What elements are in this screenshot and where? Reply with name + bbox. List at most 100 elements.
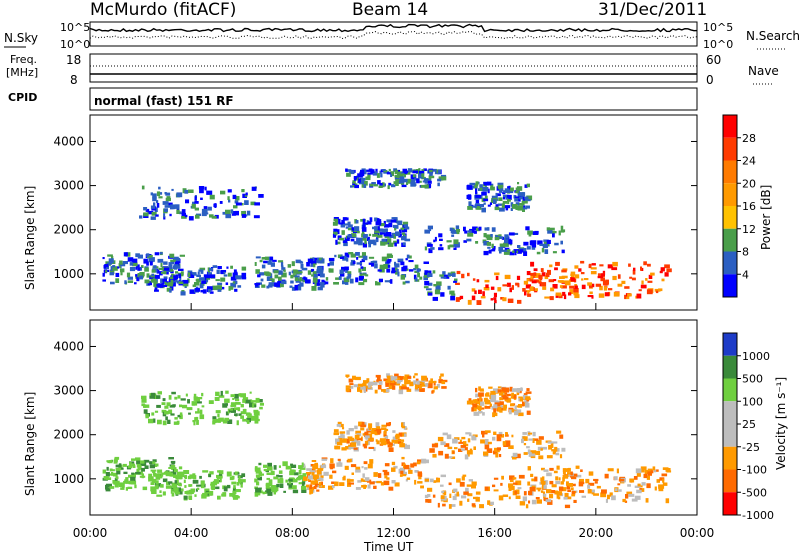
range-cell bbox=[376, 379, 382, 383]
range-cell bbox=[400, 274, 405, 280]
range-cell bbox=[440, 373, 444, 377]
range-cell bbox=[563, 468, 570, 472]
range-cell bbox=[498, 431, 503, 436]
range-cell bbox=[188, 484, 193, 487]
range-cell bbox=[632, 269, 636, 275]
range-cell bbox=[151, 211, 157, 216]
range-cell bbox=[523, 452, 528, 455]
range-cell bbox=[389, 235, 394, 238]
range-cell bbox=[238, 413, 242, 416]
range-cell bbox=[494, 272, 500, 276]
x-tick-label: 00:00 bbox=[680, 526, 715, 540]
range-cell bbox=[459, 295, 464, 300]
range-cell bbox=[210, 485, 214, 490]
range-cell bbox=[358, 240, 363, 246]
range-cell bbox=[236, 420, 239, 426]
range-cell bbox=[158, 186, 161, 190]
range-cell bbox=[413, 268, 417, 271]
range-cell bbox=[484, 406, 491, 409]
range-cell bbox=[338, 459, 341, 465]
range-cell bbox=[658, 487, 664, 492]
range-cell bbox=[150, 216, 156, 220]
range-cell bbox=[440, 441, 446, 446]
range-cell bbox=[530, 473, 534, 477]
range-cell bbox=[173, 487, 179, 493]
range-cell bbox=[412, 174, 416, 178]
range-cell bbox=[512, 452, 518, 457]
range-cell bbox=[508, 185, 511, 190]
range-cell bbox=[321, 457, 328, 460]
range-cell bbox=[506, 399, 512, 402]
range-cell bbox=[381, 256, 388, 262]
colorbar-segment bbox=[723, 206, 737, 229]
range-cell bbox=[363, 388, 366, 393]
range-cell bbox=[235, 398, 240, 402]
range-cell bbox=[440, 484, 444, 487]
range-cell bbox=[260, 278, 264, 282]
range-cell bbox=[628, 493, 635, 497]
range-cell bbox=[401, 386, 407, 390]
range-cell bbox=[525, 397, 531, 400]
range-cell bbox=[529, 240, 533, 246]
range-cell bbox=[349, 479, 354, 482]
range-cell bbox=[217, 470, 221, 473]
range-cell bbox=[490, 399, 496, 403]
range-cell bbox=[143, 409, 148, 414]
range-cell bbox=[399, 229, 402, 234]
range-cell bbox=[156, 200, 159, 204]
range-cell bbox=[358, 421, 363, 427]
range-cell bbox=[484, 440, 488, 445]
range-cell bbox=[161, 280, 165, 285]
range-cell bbox=[257, 491, 261, 496]
range-cell bbox=[510, 403, 515, 407]
range-cell bbox=[171, 483, 178, 488]
range-cell bbox=[646, 483, 651, 489]
range-cell bbox=[394, 242, 397, 247]
range-cell bbox=[502, 194, 509, 198]
range-cell bbox=[460, 444, 467, 448]
range-cell bbox=[523, 491, 527, 496]
range-cell bbox=[404, 374, 410, 378]
range-cell bbox=[389, 383, 393, 386]
range-cell bbox=[159, 252, 163, 255]
range-cell bbox=[386, 441, 391, 444]
range-cell bbox=[631, 498, 638, 502]
range-cell bbox=[456, 491, 459, 497]
range-cell bbox=[407, 178, 412, 184]
range-cell bbox=[362, 242, 367, 248]
range-cell bbox=[135, 471, 141, 475]
range-cell bbox=[187, 399, 190, 404]
range-cell bbox=[278, 276, 282, 281]
range-cell bbox=[395, 272, 398, 275]
range-cell bbox=[480, 296, 486, 299]
range-cell bbox=[265, 490, 269, 494]
range-cell bbox=[461, 273, 465, 279]
range-cell bbox=[433, 386, 438, 390]
range-cell bbox=[492, 484, 496, 488]
range-cell bbox=[472, 205, 477, 208]
range-cell bbox=[274, 274, 279, 279]
range-cell bbox=[200, 290, 204, 293]
range-cell bbox=[475, 387, 478, 393]
range-cell bbox=[310, 480, 314, 485]
range-cell bbox=[499, 243, 506, 247]
range-cell bbox=[366, 441, 370, 445]
range-cell bbox=[559, 454, 563, 459]
range-cell bbox=[561, 269, 567, 273]
range-cell bbox=[647, 471, 652, 476]
range-cell bbox=[194, 201, 199, 204]
range-cell bbox=[291, 270, 294, 274]
range-cell bbox=[175, 204, 180, 209]
range-cell bbox=[203, 277, 209, 282]
range-cell bbox=[447, 446, 453, 450]
range-cell bbox=[353, 241, 359, 245]
range-cell bbox=[395, 179, 401, 184]
range-cell bbox=[115, 467, 121, 472]
range-cell bbox=[242, 409, 247, 414]
range-cell bbox=[206, 277, 211, 280]
range-cell bbox=[179, 404, 182, 408]
range-cell bbox=[527, 466, 531, 471]
range-cell bbox=[329, 463, 335, 469]
range-cell bbox=[213, 203, 217, 208]
